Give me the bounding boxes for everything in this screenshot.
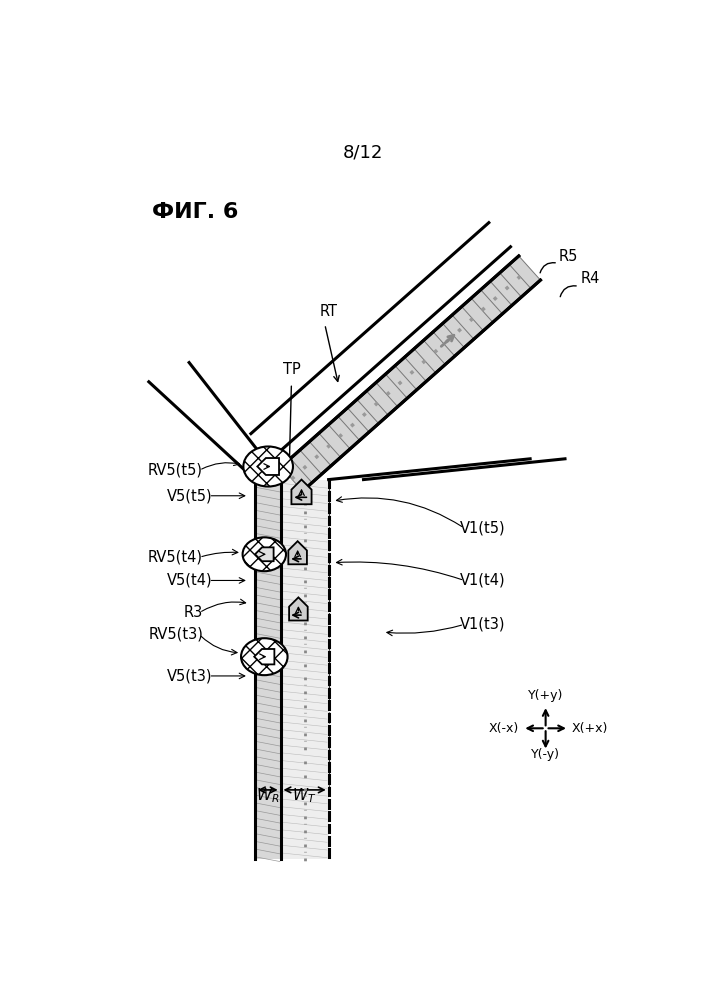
Text: Y(+y): Y(+y)	[528, 689, 563, 702]
Polygon shape	[255, 480, 281, 859]
Ellipse shape	[243, 537, 286, 571]
Text: $W_T$: $W_T$	[293, 787, 317, 805]
Polygon shape	[281, 256, 540, 491]
Text: X(-x): X(-x)	[489, 722, 519, 735]
Polygon shape	[289, 597, 308, 620]
Ellipse shape	[241, 638, 288, 675]
Polygon shape	[255, 547, 274, 561]
Polygon shape	[281, 480, 329, 859]
Polygon shape	[257, 458, 279, 475]
Text: Y(-y): Y(-y)	[531, 748, 560, 761]
Ellipse shape	[243, 446, 293, 487]
Polygon shape	[291, 480, 312, 504]
Text: TP: TP	[283, 362, 300, 377]
Text: V1(t4): V1(t4)	[460, 573, 506, 588]
Polygon shape	[288, 541, 307, 564]
Text: R4: R4	[580, 271, 600, 286]
Text: ФИГ. 6: ФИГ. 6	[152, 202, 238, 222]
Text: V5(t5): V5(t5)	[167, 488, 212, 503]
Text: V1(t5): V1(t5)	[460, 521, 506, 536]
Text: RV5(t4): RV5(t4)	[148, 550, 203, 565]
Polygon shape	[255, 649, 274, 664]
Text: R5: R5	[559, 249, 578, 264]
Text: R3: R3	[184, 605, 203, 620]
Text: $W_R$: $W_R$	[256, 787, 279, 805]
Text: RV5(t5): RV5(t5)	[148, 463, 203, 478]
Text: V1(t3): V1(t3)	[460, 617, 506, 632]
Text: RT: RT	[320, 304, 337, 319]
Text: X(+x): X(+x)	[572, 722, 608, 735]
Text: V5(t4): V5(t4)	[167, 573, 212, 588]
Text: V5(t3): V5(t3)	[167, 668, 212, 683]
Text: 8/12: 8/12	[342, 143, 383, 161]
Text: RV5(t3): RV5(t3)	[148, 627, 203, 642]
